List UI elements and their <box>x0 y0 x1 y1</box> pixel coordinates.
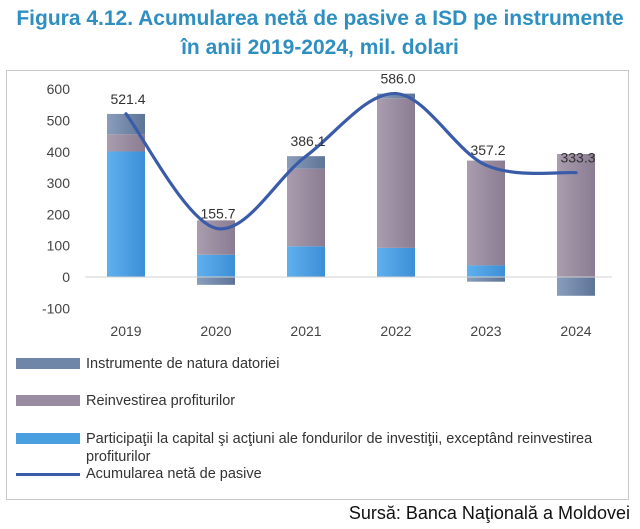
x-tick-label: 2021 <box>290 323 321 339</box>
title-line-2: în anii 2019-2024, mil. dolari <box>181 36 459 59</box>
bar-debt-2022 <box>377 93 415 99</box>
title-line-1: Figura 4.12. Acumularea netă de pasive a… <box>16 7 624 30</box>
bar-equity-2021 <box>287 246 325 277</box>
bar-equity-2022 <box>377 247 415 277</box>
data-label: 333.3 <box>560 150 595 166</box>
data-label: 155.7 <box>200 205 235 221</box>
bar-equity-2019 <box>107 151 145 277</box>
bar-reinvest-2023 <box>467 160 505 266</box>
legend-bar-swatch <box>16 433 80 444</box>
chart-legend: Instrumente de natura datoriei Reinvestir… <box>6 350 636 500</box>
y-tick-label: -100 <box>42 300 70 316</box>
bar-reinvest-2022 <box>377 98 415 248</box>
y-tick-label: 100 <box>47 238 71 254</box>
series-line-net-liabilities <box>124 91 578 231</box>
bar-equity-2020 <box>197 254 235 277</box>
y-tick-label: 400 <box>47 144 71 160</box>
legend-label: Reinvestirea profiturilor <box>86 393 236 409</box>
x-tick-label: 2020 <box>200 323 231 339</box>
data-label: 386.1 <box>290 133 325 149</box>
bar-reinvest-2024 <box>557 153 595 277</box>
x-tick-label: 2023 <box>470 323 501 339</box>
y-tick-label: 0 <box>62 269 70 285</box>
legend-line-swatch <box>16 473 80 476</box>
y-tick-label: 500 <box>47 113 71 129</box>
x-tick-label: 2024 <box>560 323 591 339</box>
data-label: 357.2 <box>470 142 505 158</box>
bar-debt-2023 <box>467 277 505 282</box>
bar-debt-2024 <box>557 277 595 296</box>
chart-frame <box>6 70 629 500</box>
y-tick-label: 300 <box>47 175 71 191</box>
bar-reinvest-2019 <box>107 134 145 152</box>
x-tick-label: 2022 <box>380 323 411 339</box>
source-note: Sursă: Banca Naţională a Moldovei <box>348 503 630 523</box>
legend-label: Instrumente de natura datoriei <box>86 356 280 372</box>
y-tick-label: 200 <box>47 206 71 222</box>
legend-label: Acumularea netă de pasive <box>86 466 262 482</box>
data-label: 521.4 <box>110 91 145 107</box>
legend-bar-swatch <box>16 395 80 406</box>
y-tick-label: 600 <box>47 81 71 97</box>
bar-reinvest-2021 <box>287 168 325 247</box>
bar-reinvest-2020 <box>197 220 235 255</box>
bar-equity-2023 <box>467 265 505 277</box>
bar-debt-2020 <box>197 277 235 285</box>
legend-bar-swatch <box>16 358 80 369</box>
x-tick-label: 2019 <box>110 323 141 339</box>
legend-label: Participaţii la capital şi acţiuni ale f… <box>86 431 593 465</box>
data-label: 586.0 <box>380 71 415 87</box>
chart-title: Figura 4.12. Acumularea netă de pasive a… <box>0 4 640 62</box>
